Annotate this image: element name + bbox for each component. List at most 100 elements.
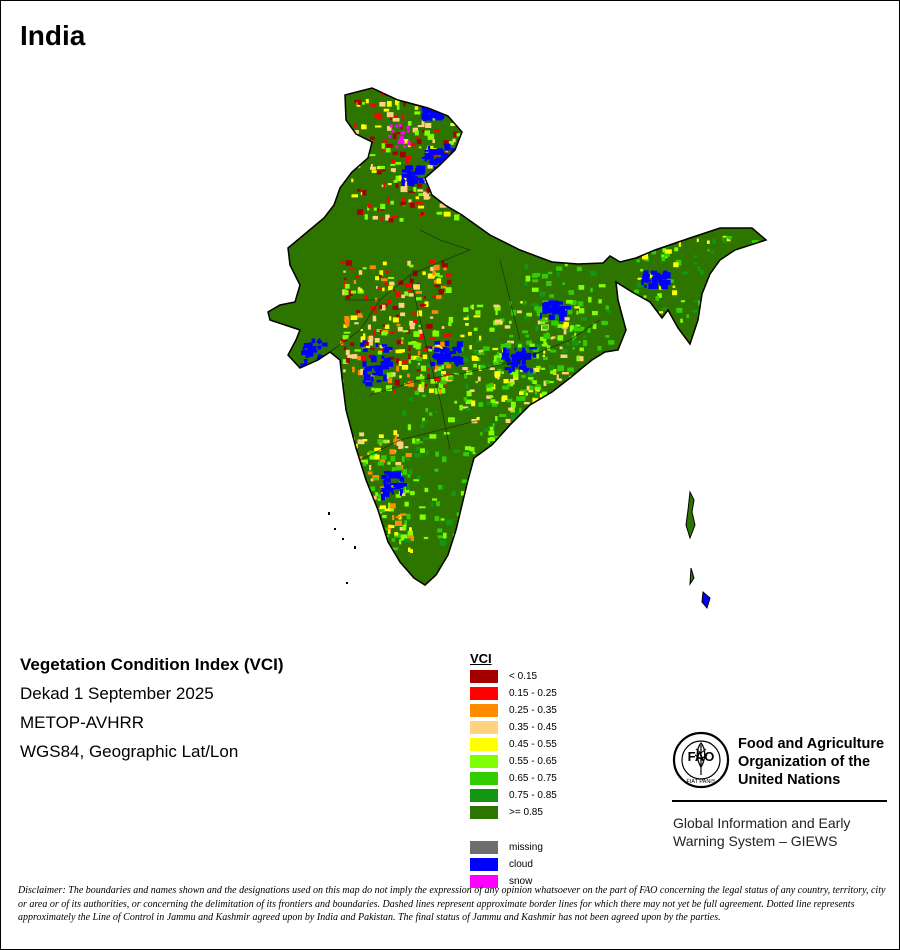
vci-patch <box>507 340 514 344</box>
cloud-patch <box>519 353 526 360</box>
vci-patch <box>541 343 548 347</box>
divider <box>672 800 887 802</box>
vci-patch <box>369 335 374 341</box>
vci-patch <box>465 399 473 404</box>
legend-label: 0.65 - 0.75 <box>509 773 557 784</box>
cloud-patch <box>511 365 515 372</box>
cloud-patch <box>715 297 719 300</box>
cloud-patch <box>390 482 395 485</box>
cloud-patch <box>434 113 438 119</box>
vci-patch <box>597 346 602 351</box>
vci-patch <box>516 396 522 401</box>
vci-patch <box>509 320 512 324</box>
vci-patch <box>454 214 460 221</box>
vci-patch <box>576 355 581 361</box>
vci-patch <box>463 307 469 312</box>
vci-patch <box>340 260 345 264</box>
cloud-patch <box>712 293 715 300</box>
vci-patch <box>522 300 526 306</box>
vci-patch <box>465 323 469 326</box>
cloud-patch <box>441 153 449 161</box>
vci-patch <box>736 279 739 284</box>
time-period: Dekad 1 September 2025 <box>20 684 214 703</box>
vci-patch <box>374 113 377 118</box>
vci-patch <box>495 310 498 316</box>
legend-swatch <box>470 806 498 819</box>
vci-patch <box>352 149 358 155</box>
vci-patch <box>386 197 390 204</box>
vci-patch <box>478 402 484 407</box>
vci-patch <box>392 289 396 292</box>
cloud-patch <box>428 103 435 107</box>
vci-patch <box>471 355 478 360</box>
cloud-patch <box>401 175 404 181</box>
vci-patch <box>497 368 502 373</box>
vci-patch <box>407 424 411 431</box>
vci-patch <box>369 506 376 512</box>
vci-patch <box>378 274 382 278</box>
legend-label: 0.35 - 0.45 <box>509 722 557 733</box>
vci-patch <box>682 271 689 275</box>
legend-label: cloud <box>509 859 533 870</box>
vci-patch <box>388 525 395 528</box>
fao-logo-motto: FIAT PANIS <box>686 779 715 785</box>
vci-patch <box>441 197 448 201</box>
vci-patch <box>605 335 610 338</box>
vci-patch <box>488 459 494 463</box>
giews-line: Global Information and Early <box>673 815 851 831</box>
vci-patch <box>491 458 498 461</box>
vci-patch <box>577 412 585 416</box>
vci-patch <box>401 456 405 462</box>
vci-patch <box>542 354 545 357</box>
vci-patch <box>407 373 410 378</box>
cloud-patch <box>380 493 385 501</box>
vegetation-patches <box>268 88 766 585</box>
vci-patch <box>452 186 458 190</box>
vci-patch <box>519 407 522 413</box>
cloud-patch <box>708 294 714 301</box>
cloud-patch <box>548 300 554 306</box>
vci-patch <box>410 491 415 496</box>
cloud-patch <box>360 342 365 347</box>
legend-label: >= 0.85 <box>509 807 543 818</box>
vci-patch <box>450 123 457 126</box>
vci-patch <box>529 460 533 465</box>
vci-patch <box>392 305 399 310</box>
vci-patch <box>386 112 394 118</box>
cloud-patch <box>449 163 452 170</box>
vci-patch <box>341 338 348 342</box>
vci-patch <box>439 203 447 208</box>
vci-patch <box>368 339 373 346</box>
vci-patch <box>416 475 422 480</box>
vci-patch <box>476 536 482 539</box>
vci-patch <box>538 497 545 502</box>
cloud-patch <box>439 101 444 106</box>
vci-patch <box>693 255 698 258</box>
vci-patch <box>343 369 346 373</box>
andaman-nicobar-islands <box>685 490 711 610</box>
vci-patch <box>734 252 739 258</box>
vci-patch <box>375 125 382 128</box>
vci-patch <box>381 169 386 172</box>
vci-patch <box>588 296 592 303</box>
vci-patch <box>721 304 728 307</box>
vci-patch <box>385 214 390 221</box>
vci-patch <box>501 474 505 478</box>
vci-patch <box>529 385 534 391</box>
vci-patch <box>531 303 538 307</box>
vci-patch <box>533 508 539 511</box>
vci-patch <box>534 394 538 399</box>
vci-patch <box>682 230 686 235</box>
vci-patch <box>358 165 361 168</box>
cloud-patch <box>712 287 720 294</box>
vci-patch <box>659 311 664 314</box>
vci-patch <box>757 304 764 308</box>
vci-patch <box>546 281 552 286</box>
vci-patch <box>393 179 398 183</box>
vci-patch <box>379 329 382 334</box>
legend-swatch <box>470 858 498 871</box>
vci-patch <box>380 209 385 212</box>
legend-swatch <box>470 738 498 751</box>
cloud-patch <box>713 292 717 298</box>
vci-patch <box>408 190 415 193</box>
